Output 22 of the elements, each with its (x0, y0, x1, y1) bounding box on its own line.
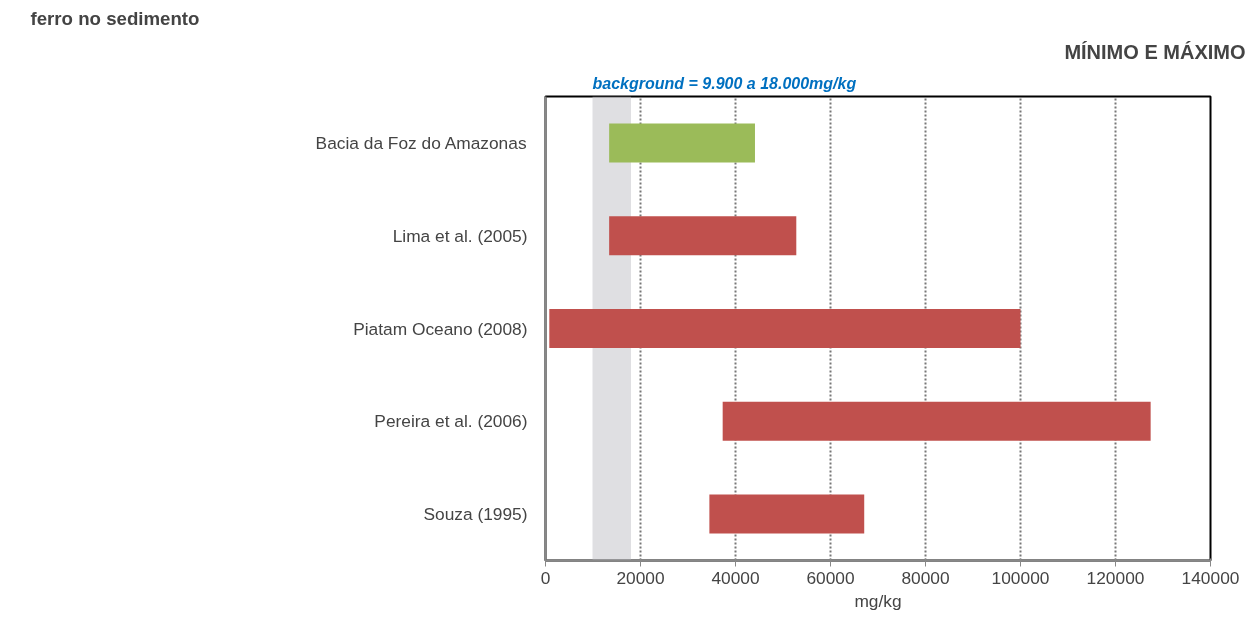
y-tick-label: Piatam Oceano (2008) (353, 318, 528, 339)
bar (609, 123, 755, 163)
x-tick-label: 20000 (616, 567, 665, 588)
bar (609, 216, 797, 256)
y-tick-label: Bacia da Foz do Amazonas (315, 132, 527, 153)
x-tick-label: 40000 (711, 567, 760, 588)
text: ferro no sedimento (30, 7, 200, 29)
x-axis-title: mg/kg (854, 590, 902, 611)
x-tick-label: 140000 (1181, 567, 1240, 588)
bar (549, 309, 1021, 348)
bar (709, 494, 865, 534)
y-tick-label: Pereira et al. (2006) (374, 411, 528, 432)
x-tick-label: 100000 (991, 567, 1050, 588)
bar (722, 401, 1151, 441)
x-tick-label: 120000 (1086, 567, 1145, 588)
y-tick-label: Souza (1995) (423, 504, 528, 525)
chart-subtitle: MÍNIMO E MÁXIMO (1064, 40, 1246, 63)
x-tick-label: 0 (540, 567, 551, 588)
y-tick-label: Lima et al. (2005) (392, 225, 528, 246)
x-tick-label: 80000 (901, 567, 950, 588)
x-tick-label: 60000 (806, 567, 855, 588)
band-label: background = 9.900 a 18.000mg/kg (592, 74, 857, 92)
